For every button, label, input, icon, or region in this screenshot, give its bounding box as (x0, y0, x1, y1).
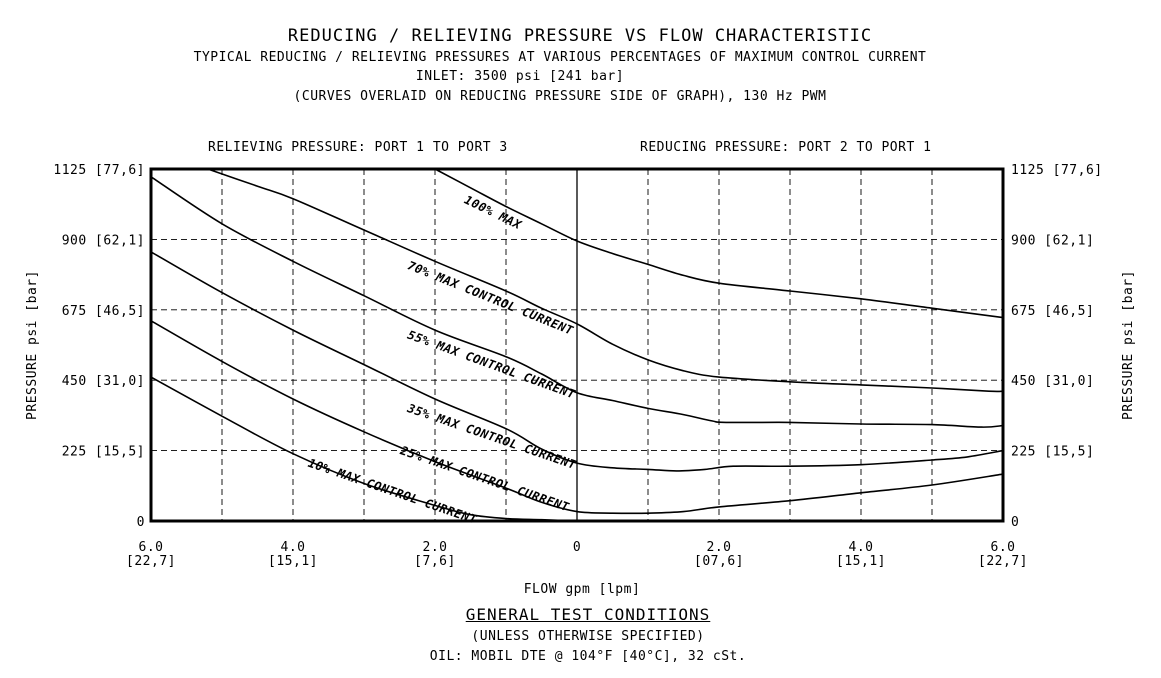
series-line-0 (434, 168, 1004, 319)
x-tick-label-lpm: [15,1] (268, 554, 318, 569)
chart-subtitle-1: TYPICAL REDUCING / RELIEVING PRESSURES A… (193, 50, 927, 65)
chart-subtitle-3: (CURVES OVERLAID ON REDUCING PRESSURE SI… (293, 89, 827, 104)
y-tick-label-right: 0 (1011, 515, 1019, 530)
y-tick-label-left: 0 (137, 515, 145, 530)
y-tick-label-left: 675 [46,5] (62, 304, 145, 319)
test-conditions-oil: OIL: MOBIL DTE @ 104°F [40°C], 32 cSt. (429, 649, 747, 664)
y-tick-label-left: 450 [31,0] (62, 374, 145, 389)
x-tick-label-lpm: [22,7] (978, 554, 1028, 569)
chart-subtitle-2: INLET: 3500 psi [241 bar] (415, 69, 625, 84)
x-axis-label: FLOW gpm [lpm] (523, 582, 641, 597)
y-tick-label-right: 675 [46,5] (1011, 304, 1094, 319)
x-tick-label-lpm: [7,6] (414, 554, 456, 569)
y-tick-label-left: 900 [62,1] (62, 233, 145, 248)
relieving-section-label: RELIEVING PRESSURE: PORT 1 TO PORT 3 (208, 140, 508, 155)
y-axis-label-left: PRESSURE psi [bar] (25, 270, 40, 420)
series-line-2 (150, 176, 1004, 428)
y-tick-label-right: 225 [15,5] (1011, 445, 1094, 460)
test-conditions-title: GENERAL TEST CONDITIONS (465, 605, 711, 624)
x-tick-label: 6.0 (991, 540, 1016, 555)
x-tick-label-lpm: [15,1] (836, 554, 886, 569)
x-tick-label: 2.0 (707, 540, 732, 555)
series-line-5 (150, 376, 578, 522)
x-tick-label-lpm: [07,6] (694, 554, 744, 569)
x-tick-label: 4.0 (281, 540, 306, 555)
series-line-3 (150, 251, 1004, 472)
y-tick-label-right: 450 [31,0] (1011, 374, 1094, 389)
y-tick-label-right: 900 [62,1] (1011, 233, 1094, 248)
series-line-4 (150, 320, 1004, 515)
y-tick-label-right: 1125 [77,6] (1011, 163, 1103, 178)
x-tick-label: 6.0 (139, 540, 164, 555)
plot-frame (149, 167, 1005, 523)
x-tick-label: 0 (573, 540, 581, 555)
series-line-1 (207, 168, 1004, 393)
x-tick-label: 2.0 (423, 540, 448, 555)
x-tick-label-lpm: [22,7] (126, 554, 176, 569)
series-label-0: 100% MAX (462, 193, 524, 233)
y-tick-label-left: 1125 [77,6] (53, 163, 145, 178)
y-axis-label-right: PRESSURE psi [bar] (1121, 270, 1136, 420)
series-label-2: 55% MAX CONTROL CURRENT (406, 328, 578, 402)
chart-title: REDUCING / RELIEVING PRESSURE VS FLOW CH… (287, 26, 873, 46)
x-tick-label: 4.0 (849, 540, 874, 555)
series-label-1: 70% MAX CONTROL CURRENT (405, 258, 575, 338)
test-conditions-note: (UNLESS OTHERWISE SPECIFIED) (471, 629, 705, 644)
y-tick-label-left: 225 [15,5] (62, 445, 145, 460)
reducing-section-label: REDUCING PRESSURE: PORT 2 TO PORT 1 (640, 140, 932, 155)
